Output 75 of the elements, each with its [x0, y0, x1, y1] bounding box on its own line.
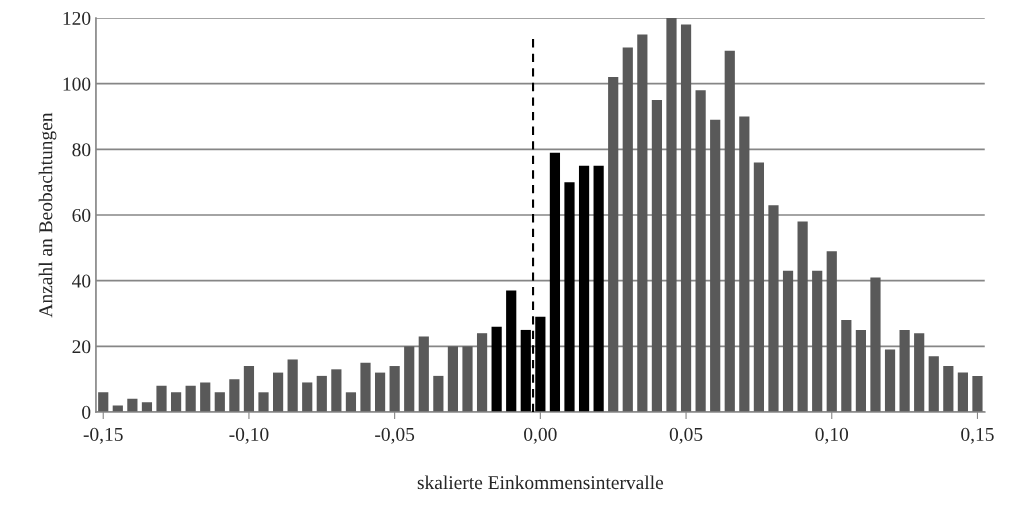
y-axis-title: Anzahl an Beobachtungen — [38, 112, 57, 318]
bar — [214, 392, 225, 412]
bar — [884, 349, 896, 412]
bar — [462, 346, 473, 412]
bar — [287, 359, 298, 412]
bar — [491, 326, 502, 412]
bar — [447, 346, 459, 412]
bar — [564, 182, 575, 412]
bar — [608, 77, 619, 412]
bar — [331, 369, 342, 412]
bar — [622, 47, 633, 412]
bar — [549, 152, 561, 412]
x-tick-label: 0,05 — [669, 427, 703, 444]
bar — [345, 392, 357, 412]
x-tick-label: 0,10 — [815, 427, 849, 444]
bar — [666, 18, 677, 412]
bar — [899, 329, 910, 412]
bar — [418, 336, 429, 412]
bar — [826, 251, 837, 412]
bar — [302, 382, 313, 412]
y-tick-label: 20 — [72, 340, 91, 354]
x-tick-label: 0,15 — [961, 427, 994, 444]
bar — [695, 90, 706, 412]
bar — [360, 362, 371, 412]
bar — [724, 50, 735, 412]
bar — [112, 405, 123, 412]
bar — [389, 366, 400, 412]
bar — [316, 375, 327, 412]
y-tick-label: 120 — [63, 11, 91, 25]
y-tick-label: 60 — [72, 208, 91, 222]
bar — [651, 100, 663, 412]
bar — [404, 346, 415, 412]
bar — [943, 366, 954, 412]
bar — [374, 372, 386, 412]
bar — [506, 290, 517, 412]
bar — [593, 165, 604, 412]
bar — [141, 402, 153, 412]
bar — [841, 320, 852, 412]
bar — [914, 333, 925, 412]
bar — [768, 205, 779, 412]
x-axis-title: skalierte Einkommensintervalle — [417, 475, 664, 490]
bar — [258, 392, 269, 412]
bar — [200, 382, 211, 412]
bar — [739, 116, 750, 412]
bar — [870, 277, 881, 412]
x-tick-label: -0,15 — [83, 427, 123, 444]
bar — [98, 392, 109, 412]
y-tick-label: 80 — [72, 143, 91, 157]
y-tick-label: 100 — [63, 77, 91, 91]
x-tick-label: 0,00 — [524, 427, 557, 444]
bar — [928, 356, 939, 412]
bar — [637, 34, 648, 412]
y-tick-label: 0 — [82, 405, 91, 419]
bar — [243, 366, 255, 412]
bar — [710, 119, 721, 412]
bar — [433, 375, 444, 412]
x-tick-label: -0,05 — [375, 427, 415, 444]
bar — [229, 379, 240, 412]
x-tick-label: -0,10 — [229, 427, 269, 444]
bar — [680, 24, 692, 412]
bar — [812, 270, 823, 412]
bar — [972, 375, 983, 412]
bar — [185, 385, 196, 412]
bar — [156, 385, 167, 412]
bar — [272, 372, 284, 412]
bar — [578, 165, 590, 412]
bar — [782, 270, 794, 412]
bar — [957, 372, 968, 412]
bar — [170, 392, 182, 412]
bar — [127, 398, 138, 412]
bar — [797, 221, 808, 412]
bar — [476, 333, 488, 412]
bar — [855, 329, 866, 412]
bar — [753, 162, 765, 412]
y-tick-label: 40 — [72, 274, 91, 288]
